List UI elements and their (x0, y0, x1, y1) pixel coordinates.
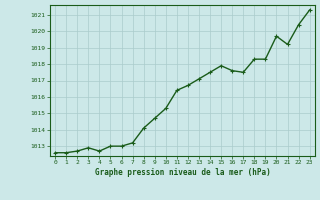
X-axis label: Graphe pression niveau de la mer (hPa): Graphe pression niveau de la mer (hPa) (94, 168, 270, 177)
